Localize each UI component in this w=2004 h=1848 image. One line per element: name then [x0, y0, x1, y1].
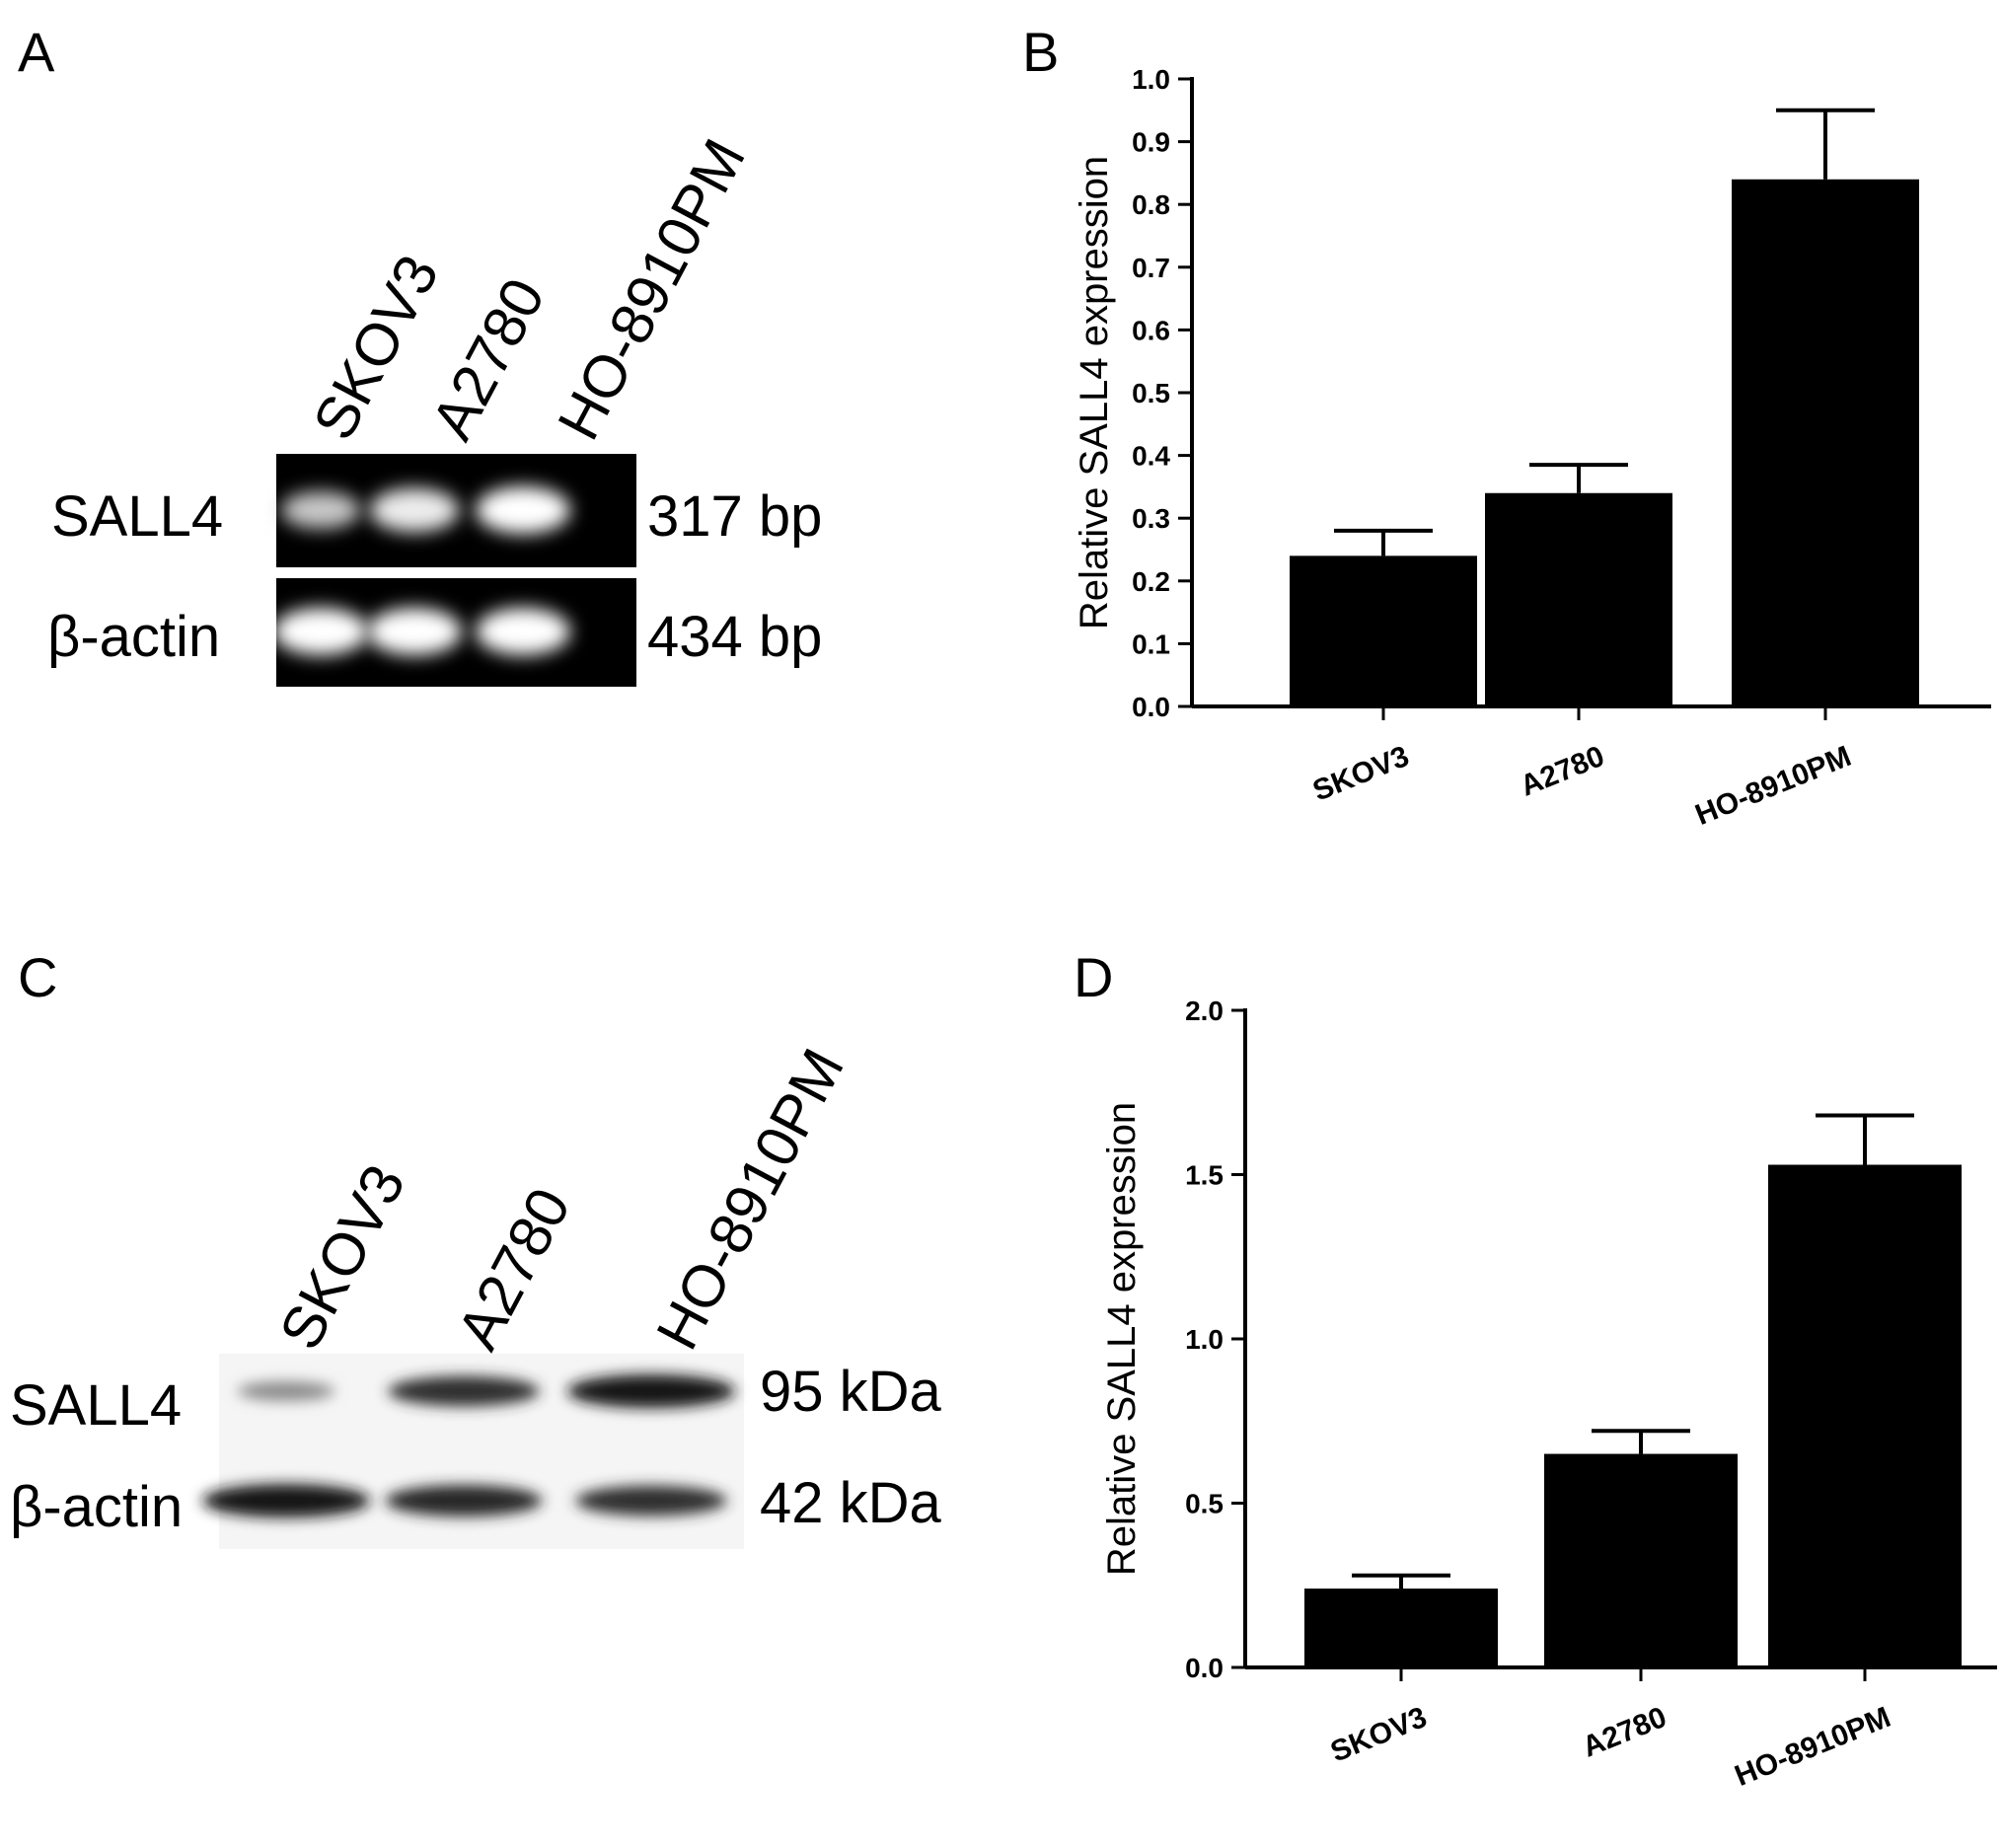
- size-label-a-sall4: 317 bp: [647, 484, 822, 549]
- gel-band: [369, 487, 460, 533]
- blot-bands-c: [202, 1374, 735, 1517]
- x-tick-label: SKOV3: [1326, 1701, 1432, 1769]
- x-tick-label: HO-8910PM: [1731, 1701, 1895, 1793]
- y-tick-label: 0.5: [1185, 1489, 1224, 1519]
- row-label-a-actin: β-actin: [47, 605, 220, 669]
- y-tick-label: 0.8: [1132, 189, 1170, 220]
- x-tick-label: SKOV3: [1308, 740, 1414, 808]
- y-tick-label: 0.1: [1132, 628, 1170, 659]
- gel-band: [273, 608, 368, 655]
- gel-band: [476, 608, 570, 655]
- y-tick-label: 1.0: [1185, 1324, 1224, 1355]
- size-label-c-sall4: 95 kDa: [760, 1360, 942, 1424]
- bar: [1732, 179, 1919, 706]
- gel-bands-a: [273, 486, 570, 655]
- blot-band: [575, 1485, 727, 1516]
- size-label-c-actin: 42 kDa: [760, 1471, 942, 1535]
- panel-label-a: A: [18, 21, 55, 83]
- lane-label-c-3: HO-8910PM: [643, 1038, 856, 1360]
- gel-band: [476, 486, 570, 534]
- blot-band: [388, 1375, 540, 1407]
- y-tick-label: 0.7: [1132, 253, 1170, 283]
- gel-band: [367, 608, 462, 655]
- chart-d: 0.0 0.5 1.0 1.5 2.0 Relative SALL4 expression…: [1100, 996, 1997, 1793]
- panel-label-b: B: [1022, 21, 1059, 83]
- panel-label-d: D: [1074, 946, 1113, 1008]
- x-tick-label: A2780: [1516, 740, 1608, 803]
- y-tick-label: 0.2: [1132, 566, 1170, 597]
- x-tick-label: A2780: [1578, 1701, 1670, 1764]
- lane-label-a-3: HO-8910PM: [545, 128, 758, 450]
- row-label-c-sall4: SALL4: [10, 1373, 182, 1438]
- size-label-a-actin: 434 bp: [647, 605, 822, 669]
- y-axis-label: Relative SALL4 expression: [1073, 156, 1116, 629]
- chart-b: 0.0 0.1 0.2 0.3 0.4 0.5 0.6 0.7 0.8 0.9 1.0 Relativ…: [1073, 64, 1991, 832]
- y-tick-label: 0.6: [1132, 315, 1170, 345]
- y-tick-label: 0.3: [1132, 503, 1170, 534]
- blot-band: [202, 1484, 370, 1517]
- bar: [1485, 492, 1672, 706]
- blot-band: [237, 1381, 335, 1401]
- y-tick-label: 0.0: [1185, 1653, 1224, 1683]
- lane-label-c-2: A2780: [444, 1177, 583, 1360]
- panel-c: C SKOV3 A2780 HO-8910PM SALL4 β-actin 95…: [10, 946, 942, 1549]
- y-tick-label: 1.5: [1185, 1160, 1224, 1191]
- panel-a: A SKOV3 A2780 HO-8910PM SALL4 β-actin 31…: [18, 21, 822, 687]
- y-tick-label: 0.5: [1132, 378, 1170, 408]
- y-axis-label: Relative SALL4 expression: [1100, 1102, 1144, 1576]
- panel-label-c: C: [18, 946, 57, 1008]
- blot-band: [567, 1374, 735, 1408]
- gel-band: [280, 490, 361, 530]
- y-tick-label: 2.0: [1185, 996, 1224, 1026]
- x-tick-label: HO-8910PM: [1691, 740, 1856, 832]
- bar: [1768, 1164, 1962, 1667]
- bar: [1304, 1589, 1498, 1667]
- y-tick-label: 0.9: [1132, 127, 1170, 158]
- lane-label-c-1: SKOV3: [266, 1154, 417, 1360]
- blot-band: [385, 1485, 543, 1516]
- row-label-c-actin: β-actin: [10, 1475, 183, 1539]
- bar: [1290, 555, 1477, 706]
- y-tick-label: 0.0: [1132, 692, 1170, 722]
- bar: [1544, 1453, 1738, 1667]
- y-tick-label: 0.4: [1132, 441, 1170, 472]
- row-label-a-sall4: SALL4: [51, 484, 223, 549]
- y-tick-label: 1.0: [1132, 64, 1170, 95]
